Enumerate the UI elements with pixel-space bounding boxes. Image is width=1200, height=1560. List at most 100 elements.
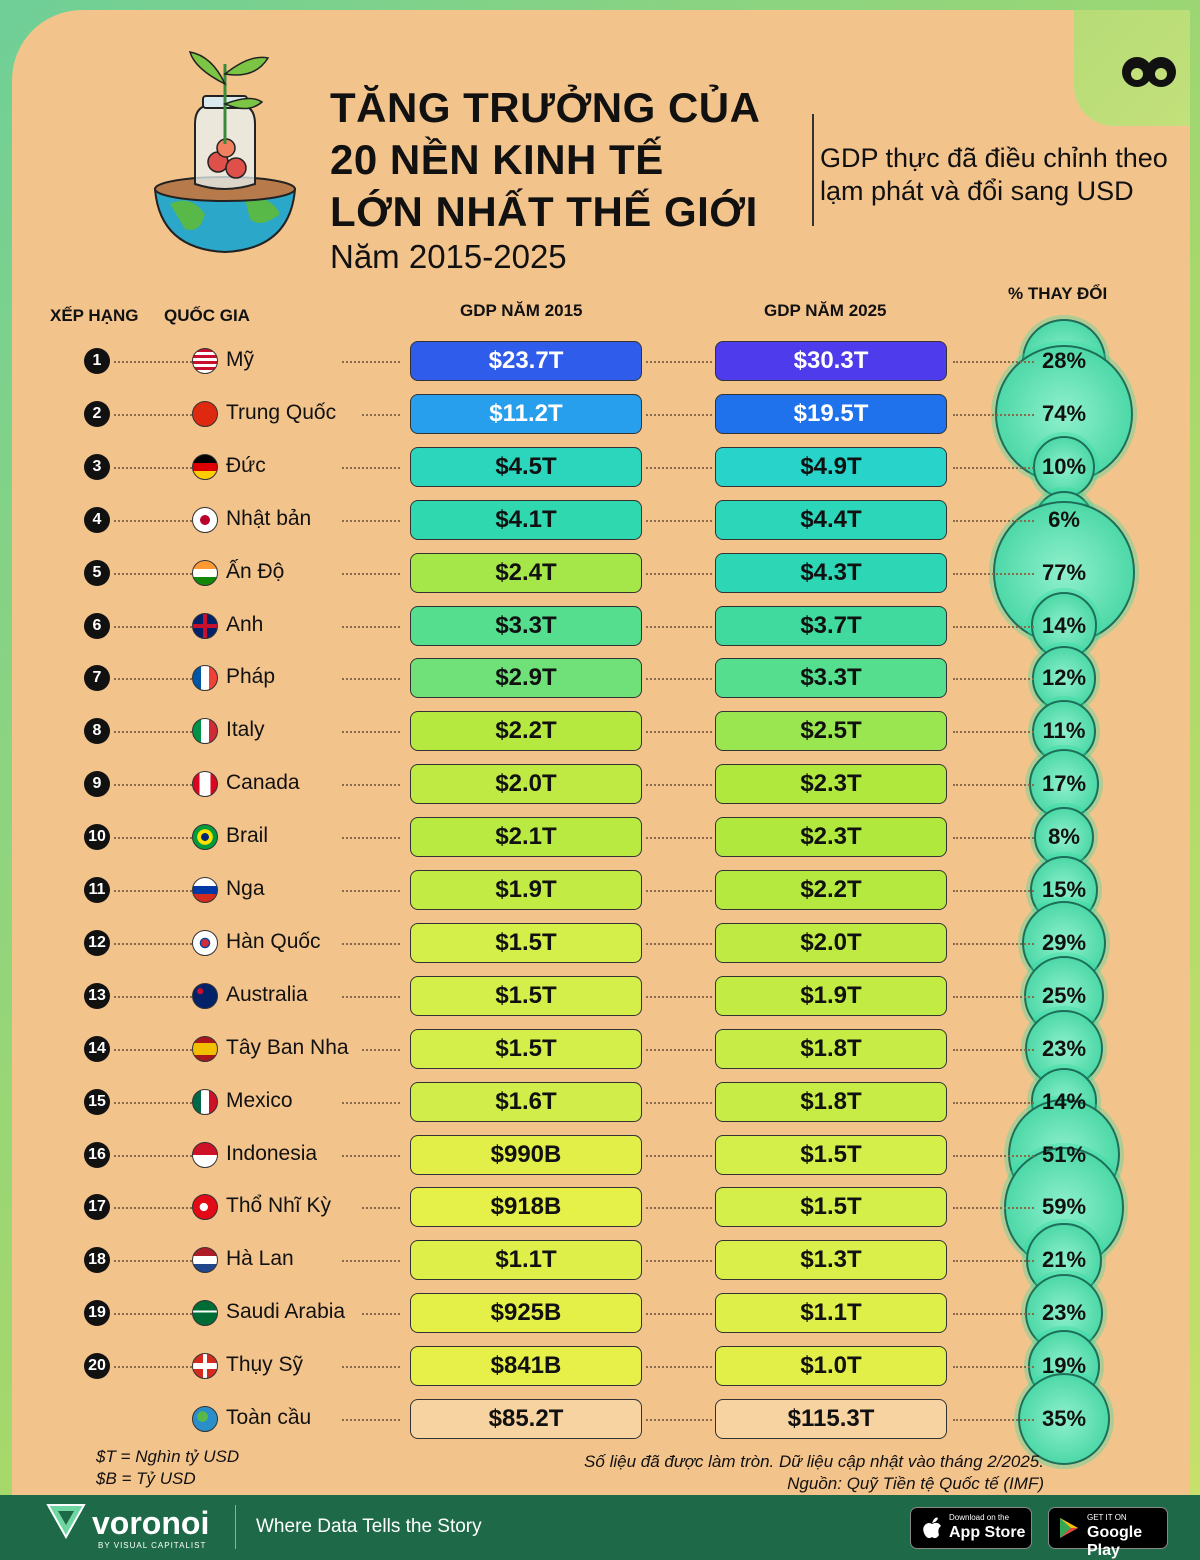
leader-dots: [953, 731, 1034, 734]
leader-dots: [114, 1154, 192, 1157]
leader-dots: [114, 1101, 192, 1104]
leader-dots: [953, 1260, 1034, 1263]
leader-dots: [342, 1366, 400, 1369]
leader-dots: [362, 1048, 400, 1051]
gdp-2025-bar: $30.3T: [715, 341, 947, 381]
leader-dots: [114, 1366, 192, 1369]
leader-dots: [114, 942, 192, 945]
footer-bar: voronoi BY VISUAL CAPITALIST Where Data …: [0, 1495, 1200, 1560]
leader-dots: [342, 784, 400, 787]
leader-dots: [646, 890, 712, 892]
us-flag: [192, 348, 218, 374]
rank-badge: 7: [84, 665, 110, 692]
mexico-flag: [192, 1088, 218, 1115]
gdp-2015-bar: $2.9T: [410, 658, 642, 699]
unit-note-billion: $B = Tỷ USD: [96, 1469, 196, 1488]
title-line-3: LỚN NHẤT THẾ GIỚI: [330, 188, 758, 235]
change-label: 19%: [1041, 1353, 1087, 1379]
leader-dots: [953, 1419, 1034, 1421]
gdp-2025-bar: $1.3T: [715, 1240, 947, 1281]
chart-subtitle: GDP thực đã điều chỉnh theo lạm phát và …: [820, 143, 1168, 206]
gdp-2015-bar: $1.5T: [410, 922, 642, 963]
change-label: 10%: [1041, 453, 1087, 479]
leader-dots: [646, 837, 712, 840]
change-label: 21%: [1041, 1247, 1087, 1273]
country-label: Hàn Quốc: [226, 929, 321, 953]
title-divider: [812, 114, 814, 226]
gdp-2015-bar: $841B: [410, 1346, 642, 1387]
leader-dots: [953, 413, 1034, 416]
leader-dots: [646, 1419, 712, 1421]
leader-dots: [953, 837, 1034, 840]
leader-dots: [953, 995, 1034, 998]
indonesia-flag: [192, 1141, 218, 1168]
rank-badge: 13: [84, 982, 110, 1009]
leader-dots: [646, 1366, 712, 1369]
leader-dots: [114, 1207, 192, 1210]
leader-dots: [342, 519, 400, 522]
canada-flag: [192, 771, 218, 798]
leader-dots: [646, 1048, 712, 1051]
gdp-2015-bar: $1.9T: [410, 870, 642, 910]
leader-dots: [342, 1101, 400, 1104]
gdp-2025-bar: $19.5T: [715, 393, 947, 434]
change-label: 6%: [1048, 506, 1080, 532]
rank-badge: 14: [84, 1035, 110, 1062]
gdp-2015-bar: $11.2T: [410, 393, 642, 434]
country-label: Pháp: [226, 665, 276, 689]
brand-subtitle: BY VISUAL CAPITALIST: [98, 1541, 207, 1550]
leader-dots: [114, 890, 192, 892]
header-change: % THAY ĐỔI: [1008, 284, 1108, 303]
change-label: 15%: [1041, 877, 1087, 902]
leader-dots: [953, 572, 1034, 575]
leader-dots: [114, 995, 192, 998]
country-label: Canada: [226, 771, 300, 795]
india-flag: [192, 559, 218, 586]
change-label: 74%: [1041, 400, 1087, 426]
country-label: Saudi Arabia: [226, 1300, 346, 1324]
leader-dots: [953, 466, 1034, 469]
leader-dots: [646, 361, 712, 363]
leader-dots: [114, 625, 192, 628]
rank-badge: 20: [84, 1353, 110, 1380]
leader-dots: [646, 466, 712, 469]
google-play-button[interactable]: GET IT ON Google Play: [1048, 1507, 1168, 1559]
gdp-2025-bar: $1.8T: [715, 1081, 947, 1122]
leader-dots: [342, 942, 400, 945]
country-label: Indonesia: [226, 1141, 318, 1165]
brand-name: voronoi: [92, 1505, 210, 1541]
france-flag: [192, 665, 218, 692]
change-label: 23%: [1041, 1035, 1087, 1061]
apple-icon: [923, 1517, 941, 1539]
leader-dots: [646, 678, 712, 681]
change-label: 29%: [1041, 929, 1087, 955]
leader-dots: [342, 995, 400, 998]
rank-badge: 15: [84, 1088, 110, 1115]
leader-dots: [114, 413, 192, 416]
gdp-2015-bar: $1.5T: [410, 975, 642, 1016]
gdp-2025-bar: $4.9T: [715, 446, 947, 487]
leader-dots: [646, 519, 712, 522]
rank-badge: 17: [84, 1194, 110, 1221]
voronoi-binoculars-icon: [1122, 57, 1176, 87]
gdp-2015-bar: $2.1T: [410, 817, 642, 858]
app-store-button[interactable]: Download on the App Store: [910, 1507, 1032, 1549]
leader-dots: [646, 942, 712, 945]
leader-dots: [953, 890, 1034, 892]
italy-flag: [192, 718, 218, 745]
leader-dots: [362, 1207, 400, 1210]
australia-flag: [192, 982, 218, 1009]
leader-dots: [646, 1313, 712, 1316]
leader-dots: [342, 1419, 400, 1421]
rank-badge: 4: [84, 506, 110, 533]
rounding-note: Số liệu đã được làm tròn. Dữ liệu cập nh…: [584, 1452, 1044, 1471]
leader-dots: [114, 519, 192, 522]
switzerland-flag: [192, 1353, 218, 1380]
gdp-2015-bar: $1.6T: [410, 1081, 642, 1122]
gdp-2015-bar: $85.2T: [410, 1399, 642, 1439]
gdp-2015-bar: $3.3T: [410, 605, 642, 646]
google-play-small-text: GET IT ON: [1087, 1513, 1127, 1522]
title-line-1: TĂNG TRƯỞNG CỦA: [330, 84, 761, 131]
change-label: 11%: [1042, 718, 1086, 744]
gdp-2025-bar: $115.3T: [715, 1399, 947, 1439]
